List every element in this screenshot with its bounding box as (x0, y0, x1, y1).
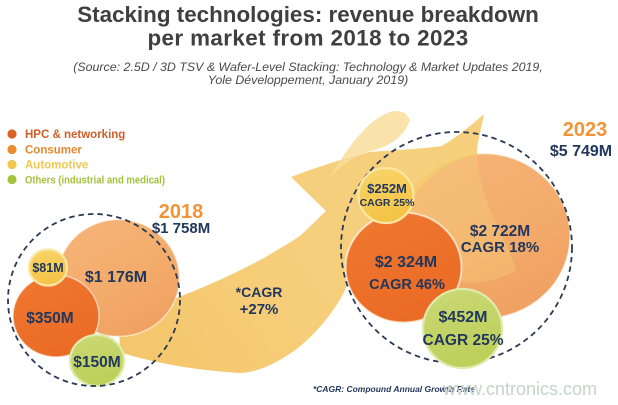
svg-text:$1 758M: $1 758M (152, 220, 210, 237)
svg-text:Consumer: Consumer (25, 145, 82, 157)
svg-text:CAGR 25%: CAGR 25% (423, 332, 504, 349)
svg-text:HPC & networking: HPC & networking (25, 129, 125, 141)
svg-text:www.cntronics.com: www.cntronics.com (442, 379, 597, 399)
svg-text:$1 176M: $1 176M (85, 269, 147, 286)
svg-text:CAGR 25%: CAGR 25% (360, 197, 416, 209)
svg-text:Others (industrial and medical: Others (industrial and medical) (25, 175, 165, 187)
svg-text:(Source: 2.5D / 3D TSV & Wafer: (Source: 2.5D / 3D TSV & Wafer-Level Sta… (73, 60, 542, 74)
svg-text:$350M: $350M (26, 310, 73, 327)
svg-text:Stacking technologies: revenue: Stacking technologies: revenue breakdown (77, 2, 539, 27)
svg-text:*CAGR: *CAGR (236, 284, 283, 300)
svg-text:2023: 2023 (563, 119, 608, 141)
svg-text:$81M: $81M (32, 261, 63, 275)
svg-text:$452M: $452M (439, 309, 488, 326)
svg-text:$2 324M: $2 324M (375, 254, 437, 271)
svg-text:$5 749M: $5 749M (550, 143, 612, 160)
svg-text:*CAGR: Compound Annual Growth: *CAGR: Compound Annual Growth Rate (313, 384, 475, 394)
svg-text:$2 722M: $2 722M (470, 223, 530, 240)
svg-text:$252M: $252M (367, 181, 407, 196)
svg-text:per market from 2018 to 2023: per market from 2018 to 2023 (147, 26, 468, 51)
svg-text:2018: 2018 (159, 201, 204, 223)
svg-text:Yole Développement, January 20: Yole Développement, January 2019) (208, 73, 408, 87)
svg-text:CAGR 18%: CAGR 18% (461, 239, 539, 256)
svg-text:+27%: +27% (240, 301, 279, 318)
svg-text:$150M: $150M (73, 354, 120, 371)
svg-text:CAGR 46%: CAGR 46% (369, 277, 445, 293)
svg-text:Automotive: Automotive (25, 160, 88, 172)
